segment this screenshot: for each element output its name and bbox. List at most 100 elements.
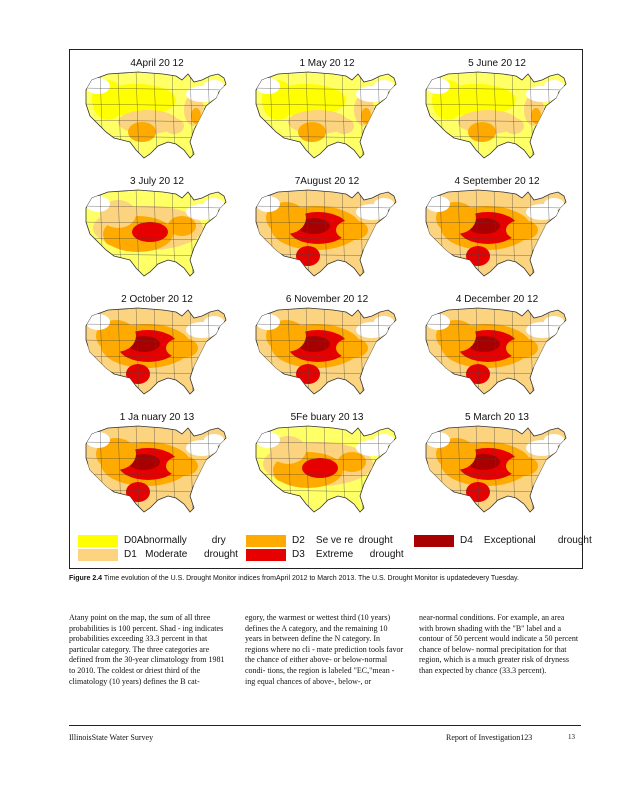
drought-area [266,320,306,352]
no-drought-area [544,198,564,210]
us-map-graphic [85,307,227,395]
drought-area [274,466,294,482]
drought-area [466,482,490,502]
legend-entry: D2 Se ve re drought [246,534,393,547]
drought-area [468,336,500,352]
us-map-graphic [425,71,567,159]
drought-area [468,122,496,142]
map-date-label: 5 March 20 13 [465,412,529,423]
drought-area [506,220,538,240]
drought-map: 6 November 20 12 [242,288,412,406]
drought-area [506,456,538,476]
no-drought-area [426,432,450,448]
no-drought-area [256,432,280,448]
legend-entry: D4 Exceptional drought [414,534,592,547]
drought-map: 4 September 20 12 [412,170,582,288]
legend-label: D3 Extreme drought [292,549,404,560]
no-drought-area [86,196,110,212]
caption-label: Figure 2.4 [69,575,103,582]
drought-area [132,222,168,242]
us-map-graphic [85,189,227,277]
drought-area [298,336,330,352]
page-number: 13 [568,733,575,741]
drought-area [128,122,156,142]
drought-map: 5 June 20 12 [412,52,582,170]
map-date-label: 1 Ja nuary 20 13 [119,412,195,423]
no-drought-area [374,80,394,92]
legend-label: D1 Moderate drought [124,549,238,560]
drought-area [436,438,476,470]
map-date-label: 4 September 20 12 [454,176,540,187]
map-date-label: 4April 20 12 [130,58,184,69]
drought-area [436,202,476,234]
no-drought-area [86,78,110,94]
legend-entry: D3 Extreme drought [246,548,404,561]
drought-area [266,202,306,234]
caption-text: Time evolution of the U.S. Drought Monit… [103,575,519,582]
us-map-graphic [85,71,227,159]
footer-rule [69,725,581,726]
us-map-graphic [425,307,567,395]
drought-area [298,218,330,234]
us-map-graphic [255,425,397,513]
no-drought-area [204,198,224,210]
us-map-graphic [255,71,397,159]
map-date-label: 5Fe buary 20 13 [290,412,364,423]
map-date-label: 5 June 20 12 [468,58,526,69]
us-map-graphic [255,307,397,395]
no-drought-area [256,78,280,94]
drought-map: 7August 20 12 [242,170,412,288]
drought-map: 3 July 20 12 [72,170,242,288]
us-map-graphic [425,425,567,513]
drought-area [302,458,338,478]
drought-area [166,456,198,476]
drought-area [361,108,371,124]
no-drought-area [544,316,564,328]
map-date-label: 3 July 20 12 [130,176,184,187]
us-map-graphic [85,425,227,513]
drought-map: 5 March 20 13 [412,406,582,524]
no-drought-area [544,434,564,446]
drought-area [191,108,201,124]
no-drought-area [374,198,394,210]
drought-area [468,454,500,470]
drought-area [466,246,490,266]
no-drought-area [544,80,564,92]
legend-label: D2 Se ve re drought [292,535,393,546]
no-drought-area [426,78,450,94]
drought-area [336,220,368,240]
map-date-label: 7August 20 12 [294,176,360,187]
drought-area [506,338,538,358]
drought-area [436,320,476,352]
legend-label: D0Abnormally dry [124,535,226,546]
no-drought-area [426,314,450,330]
no-drought-area [86,432,110,448]
drought-map: 2 October 20 12 [72,288,242,406]
map-date-label: 4 December 20 12 [455,294,539,305]
drought-area [166,338,198,358]
drought-map: 1 May 20 12 [242,52,412,170]
no-drought-area [86,314,110,330]
footer-publisher: IllinoisState Water Survey [69,733,154,742]
legend-swatch [246,534,286,547]
legend-swatch [78,534,118,547]
drought-figure: 4April 20 12 1 May 20 12 5 June 20 12 3 Jul… [69,49,592,569]
drought-area [531,108,541,124]
body-column-2: egory, the warmest or wettest third (10 … [245,613,404,686]
drought-area [126,482,150,502]
drought-area [96,438,136,470]
drought-area [298,122,326,142]
drought-map: 1 Ja nuary 20 13 [72,406,242,524]
body-column-1: Atany point on the map, the sum of all t… [69,613,225,686]
no-drought-area [204,434,224,446]
map-date-label: 1 May 20 12 [299,58,355,69]
drought-area [338,452,366,472]
drought-area [336,338,368,358]
us-map-graphic [425,189,567,277]
legend-label: D4 Exceptional drought [460,535,592,546]
no-drought-area [256,314,280,330]
drought-area [296,364,320,384]
no-drought-area [426,196,450,212]
drought-area [128,336,160,352]
us-map-graphic [255,189,397,277]
